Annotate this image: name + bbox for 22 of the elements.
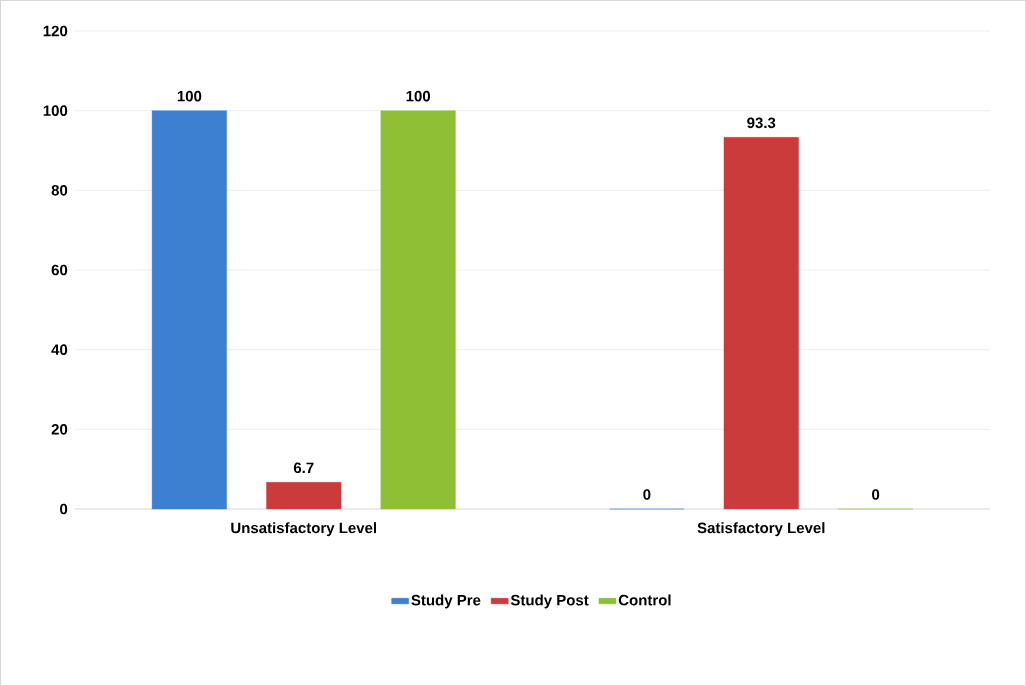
x-tick-label: Satisfactory Level (697, 522, 825, 537)
y-tick-label: 120 (43, 25, 68, 37)
bar (151, 110, 227, 510)
data-label: 0 (872, 489, 880, 500)
bar (380, 110, 456, 510)
y-tick-label: 20 (51, 424, 68, 435)
y-tick-label: 80 (51, 185, 68, 196)
data-label: 0 (643, 489, 651, 500)
x-tick-label: Unsatisfactory Level (231, 522, 377, 537)
legend-label: Study Pre (411, 594, 481, 609)
data-label: 93.3 (747, 117, 776, 129)
y-tick-label: 100 (43, 105, 68, 116)
bar (723, 137, 799, 510)
y-tick-label: 0 (60, 503, 68, 515)
y-tick-label: 40 (51, 344, 68, 355)
legend-label: Study Post (510, 594, 589, 609)
data-label: 100 (177, 90, 202, 102)
legend-label: Control (618, 594, 671, 606)
data-label: 100 (406, 90, 431, 102)
bar (266, 482, 342, 510)
data-label: 6.7 (293, 462, 314, 474)
y-tick-label: 60 (51, 264, 68, 276)
